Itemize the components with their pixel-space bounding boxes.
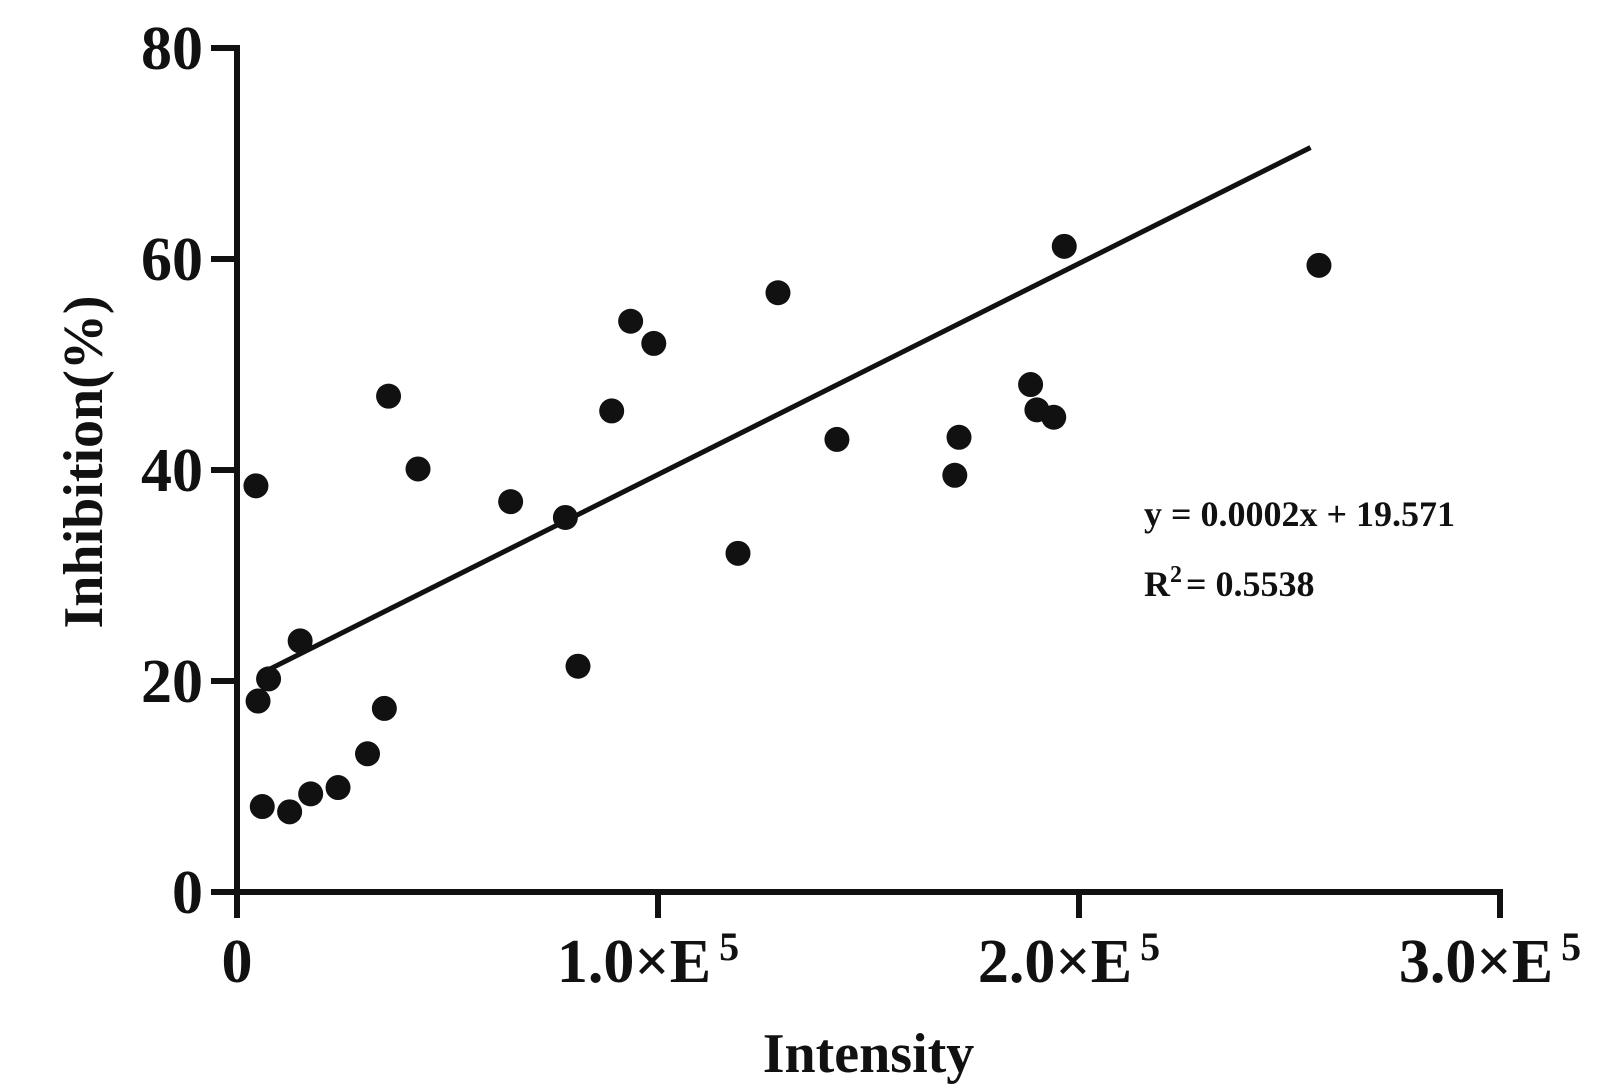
data-point bbox=[325, 775, 351, 801]
data-point bbox=[376, 383, 402, 409]
data-point bbox=[725, 540, 751, 566]
data-point bbox=[405, 456, 431, 482]
data-point bbox=[1018, 372, 1044, 398]
data-point bbox=[249, 794, 275, 820]
y-tick-label: 40 bbox=[141, 437, 203, 505]
data-point bbox=[298, 781, 324, 807]
x-tick-exponent: 5 bbox=[1140, 924, 1160, 969]
trendline bbox=[263, 145, 1312, 675]
data-point bbox=[765, 280, 791, 306]
y-tick-label: 60 bbox=[141, 226, 203, 294]
data-point bbox=[1051, 233, 1077, 259]
data-point bbox=[565, 653, 591, 679]
data-point bbox=[287, 628, 313, 654]
data-point bbox=[1306, 252, 1332, 278]
r-squared-value: = 0.5538 bbox=[1186, 564, 1315, 604]
data-point bbox=[824, 426, 850, 452]
data-point bbox=[245, 688, 271, 714]
r-squared-label: R2 = 0.5538 bbox=[1144, 562, 1315, 604]
data-point bbox=[277, 799, 303, 825]
data-point bbox=[371, 695, 397, 721]
x-tick-label: 0 bbox=[222, 928, 253, 996]
data-point bbox=[243, 473, 269, 499]
data-point bbox=[618, 308, 644, 334]
y-tick-label: 20 bbox=[141, 648, 203, 716]
x-tick-label: 2.0×E 5 bbox=[978, 924, 1160, 996]
data-point bbox=[355, 741, 381, 767]
x-axis-title: Intensity bbox=[763, 1023, 975, 1085]
x-tick-exponent: 5 bbox=[1561, 924, 1581, 969]
data-point bbox=[942, 462, 968, 488]
r-squared-prefix: R bbox=[1144, 564, 1171, 604]
x-tick-exponent: 5 bbox=[719, 924, 739, 969]
x-tick-label: 1.0×E 5 bbox=[557, 924, 739, 996]
y-ticks: 0 20 40 60 80 bbox=[141, 15, 237, 927]
data-point bbox=[641, 330, 667, 356]
data-points bbox=[243, 233, 1332, 825]
y-tick-label: 80 bbox=[141, 15, 203, 83]
data-point bbox=[599, 398, 625, 424]
data-point bbox=[1041, 404, 1067, 430]
data-point bbox=[256, 666, 282, 692]
x-ticks: 0 1.0×E 5 2.0×E 5 3.0×E 5 bbox=[222, 892, 1581, 996]
y-axis-title: Inhibition(%) bbox=[53, 296, 115, 629]
regression-equation: y = 0.0002x + 19.571 bbox=[1144, 494, 1455, 534]
y-tick-label: 0 bbox=[172, 859, 203, 927]
r-squared-superscript: 2 bbox=[1170, 562, 1182, 588]
data-point bbox=[498, 489, 524, 515]
data-point bbox=[946, 424, 972, 450]
x-tick-label: 3.0×E 5 bbox=[1399, 924, 1581, 996]
